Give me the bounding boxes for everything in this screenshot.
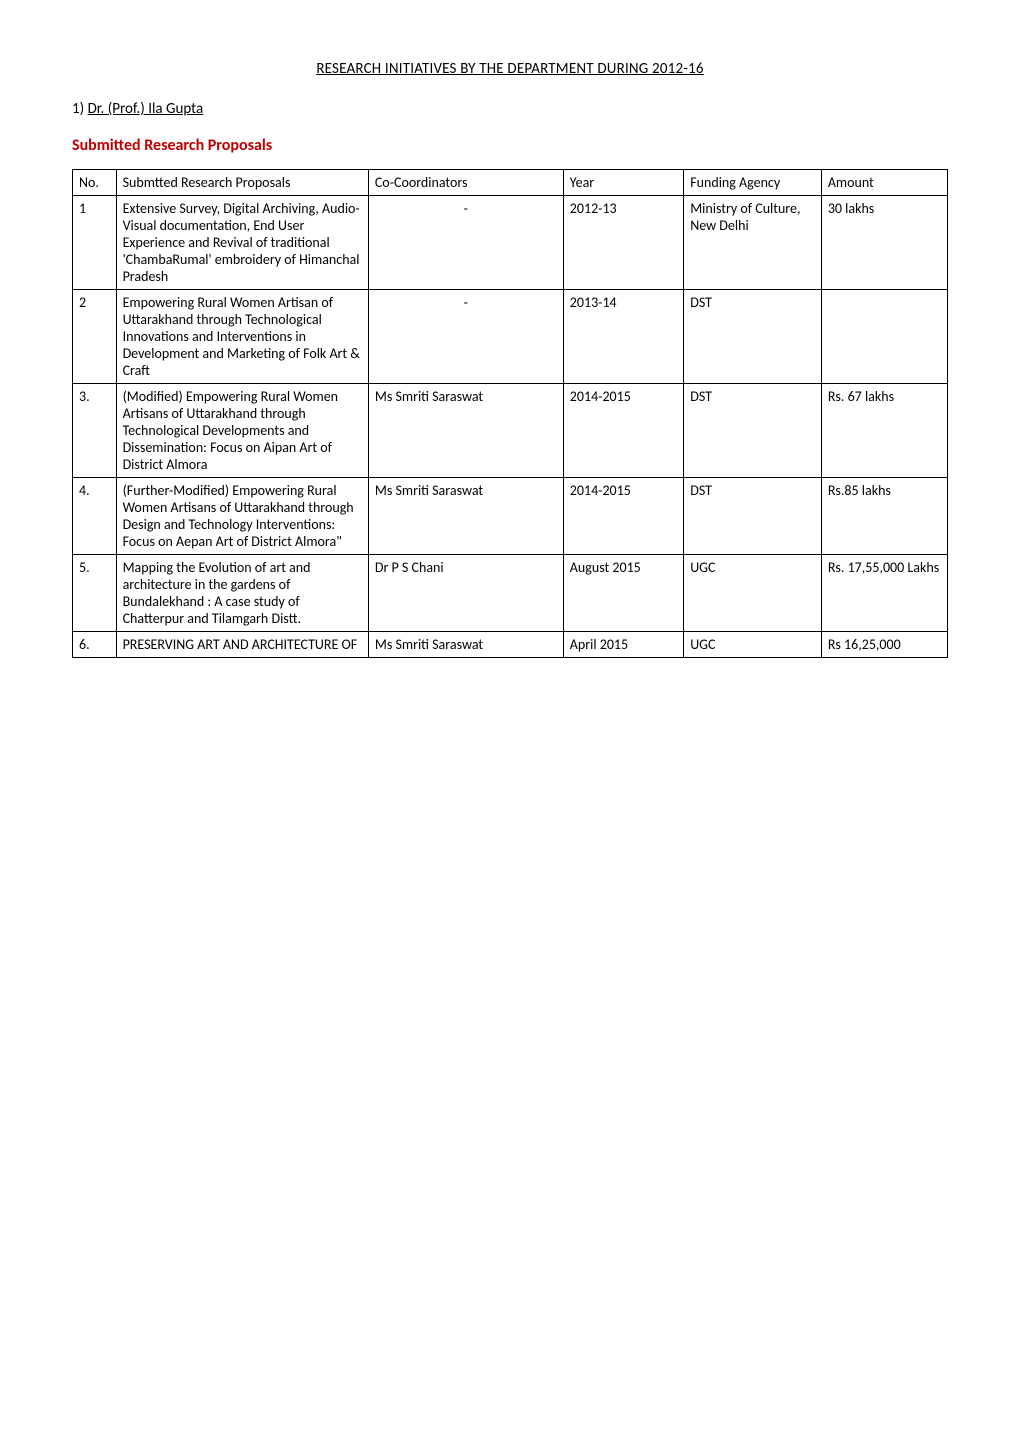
cell-amount: 30 lakhs <box>821 196 947 290</box>
cell-no: 3. <box>73 384 117 478</box>
cell-year: 2013-14 <box>563 290 683 384</box>
cell-amount: Rs 16,25,000 <box>821 632 947 658</box>
cell-proposals: Extensive Survey, Digital Archiving, Aud… <box>116 196 368 290</box>
cell-coord: Ms Smriti Saraswat <box>368 478 563 555</box>
cell-funding: DST <box>684 478 822 555</box>
cell-proposals: Mapping the Evolution of art and archite… <box>116 555 368 632</box>
table-row: 6. PRESERVING ART AND ARCHITECTURE OF Ms… <box>73 632 948 658</box>
cell-year: April 2015 <box>563 632 683 658</box>
cell-coord: Ms Smriti Saraswat <box>368 632 563 658</box>
col-year: Year <box>563 170 683 196</box>
cell-no: 1 <box>73 196 117 290</box>
cell-proposals: PRESERVING ART AND ARCHITECTURE OF <box>116 632 368 658</box>
cell-coord: - <box>368 290 563 384</box>
cell-no: 5. <box>73 555 117 632</box>
col-funding: Funding Agency <box>684 170 822 196</box>
cell-coord: Ms Smriti Saraswat <box>368 384 563 478</box>
table-row: 3. (Modified) Empowering Rural Women Art… <box>73 384 948 478</box>
cell-no: 4. <box>73 478 117 555</box>
col-coord: Co-Coordinators <box>368 170 563 196</box>
cell-proposals: (Modified) Empowering Rural Women Artisa… <box>116 384 368 478</box>
cell-amount <box>821 290 947 384</box>
table-row: 2 Empowering Rural Women Artisan of Utta… <box>73 290 948 384</box>
col-proposals: Submtted Research Proposals <box>116 170 368 196</box>
cell-coord: Dr P S Chani <box>368 555 563 632</box>
table-row: 5. Mapping the Evolution of art and arch… <box>73 555 948 632</box>
cell-year: 2012-13 <box>563 196 683 290</box>
cell-funding: DST <box>684 384 822 478</box>
cell-amount: Rs. 67 lakhs <box>821 384 947 478</box>
col-no: No. <box>73 170 117 196</box>
table-row: 4. (Further-Modified) Empowering Rural W… <box>73 478 948 555</box>
cell-funding: Ministry of Culture, New Delhi <box>684 196 822 290</box>
cell-year: 2014-2015 <box>563 384 683 478</box>
cell-year: 2014-2015 <box>563 478 683 555</box>
cell-no: 6. <box>73 632 117 658</box>
cell-funding: UGC <box>684 555 822 632</box>
cell-coord: - <box>368 196 563 290</box>
author-name: Dr. (Prof.) Ila Gupta <box>88 100 204 118</box>
author-line: 1) Dr. (Prof.) Ila Gupta <box>72 100 948 118</box>
proposals-table: No. Submtted Research Proposals Co-Coord… <box>72 169 948 658</box>
table-row: 1 Extensive Survey, Digital Archiving, A… <box>73 196 948 290</box>
section-title: Submitted Research Proposals <box>72 136 948 155</box>
cell-amount: Rs.85 lakhs <box>821 478 947 555</box>
cell-no: 2 <box>73 290 117 384</box>
author-num: 1) <box>72 100 84 118</box>
cell-amount: Rs. 17,55,000 Lakhs <box>821 555 947 632</box>
cell-funding: UGC <box>684 632 822 658</box>
col-amount: Amount <box>821 170 947 196</box>
cell-funding: DST <box>684 290 822 384</box>
cell-proposals: Empowering Rural Women Artisan of Uttara… <box>116 290 368 384</box>
table-body: 1 Extensive Survey, Digital Archiving, A… <box>73 196 948 658</box>
cell-proposals: (Further-Modified) Empowering Rural Wome… <box>116 478 368 555</box>
cell-year: August 2015 <box>563 555 683 632</box>
page-title: RESEARCH INITIATIVES BY THE DEPARTMENT D… <box>72 60 948 78</box>
table-header-row: No. Submtted Research Proposals Co-Coord… <box>73 170 948 196</box>
